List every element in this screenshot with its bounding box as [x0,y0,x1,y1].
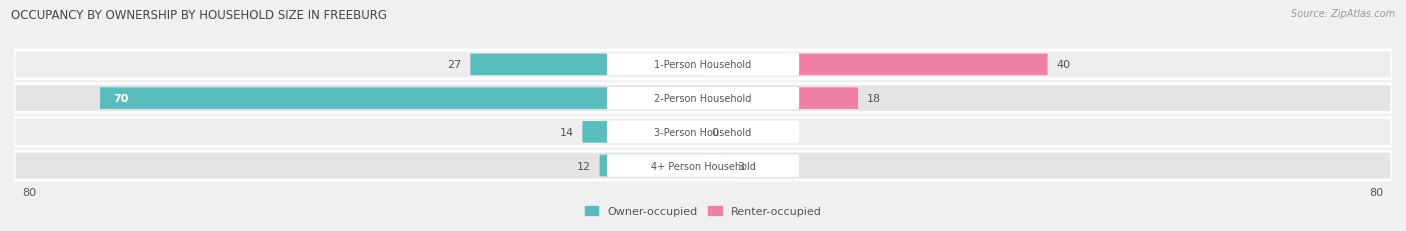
FancyBboxPatch shape [607,122,799,143]
FancyBboxPatch shape [703,54,1047,76]
Text: 1-Person Household: 1-Person Household [654,60,752,70]
FancyBboxPatch shape [14,118,1392,147]
Text: 3-Person Household: 3-Person Household [654,127,752,137]
Text: 70: 70 [112,94,128,104]
Text: 80: 80 [22,187,37,197]
Text: 14: 14 [560,127,574,137]
Text: 80: 80 [1369,187,1384,197]
Text: 2-Person Household: 2-Person Household [654,94,752,104]
Text: 40: 40 [1056,60,1070,70]
FancyBboxPatch shape [100,88,703,109]
FancyBboxPatch shape [14,84,1392,113]
FancyBboxPatch shape [703,155,728,177]
FancyBboxPatch shape [703,88,858,109]
Text: 12: 12 [576,161,591,171]
Text: 3: 3 [738,161,744,171]
Text: 4+ Person Household: 4+ Person Household [651,161,755,171]
FancyBboxPatch shape [582,122,703,143]
Text: 18: 18 [866,94,880,104]
Text: Source: ZipAtlas.com: Source: ZipAtlas.com [1291,9,1395,19]
Legend: Owner-occupied, Renter-occupied: Owner-occupied, Renter-occupied [585,206,821,216]
FancyBboxPatch shape [14,51,1392,79]
FancyBboxPatch shape [14,152,1392,180]
FancyBboxPatch shape [471,54,703,76]
FancyBboxPatch shape [607,88,799,109]
Text: 0: 0 [711,127,718,137]
Text: OCCUPANCY BY OWNERSHIP BY HOUSEHOLD SIZE IN FREEBURG: OCCUPANCY BY OWNERSHIP BY HOUSEHOLD SIZE… [11,9,387,22]
FancyBboxPatch shape [607,155,799,176]
Text: 27: 27 [447,60,461,70]
FancyBboxPatch shape [607,55,799,76]
FancyBboxPatch shape [599,155,703,177]
